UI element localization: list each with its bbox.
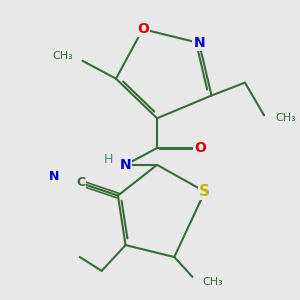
Text: N: N [120, 158, 131, 172]
Text: CH₃: CH₃ [202, 277, 223, 287]
Text: S: S [199, 184, 210, 199]
Text: CH₃: CH₃ [275, 113, 296, 123]
Text: N: N [193, 36, 205, 50]
Text: O: O [137, 22, 149, 36]
Text: O: O [194, 141, 206, 155]
Text: H: H [104, 153, 113, 167]
Text: N: N [49, 170, 59, 183]
Text: C: C [76, 176, 85, 189]
Text: CH₃: CH₃ [52, 51, 73, 61]
